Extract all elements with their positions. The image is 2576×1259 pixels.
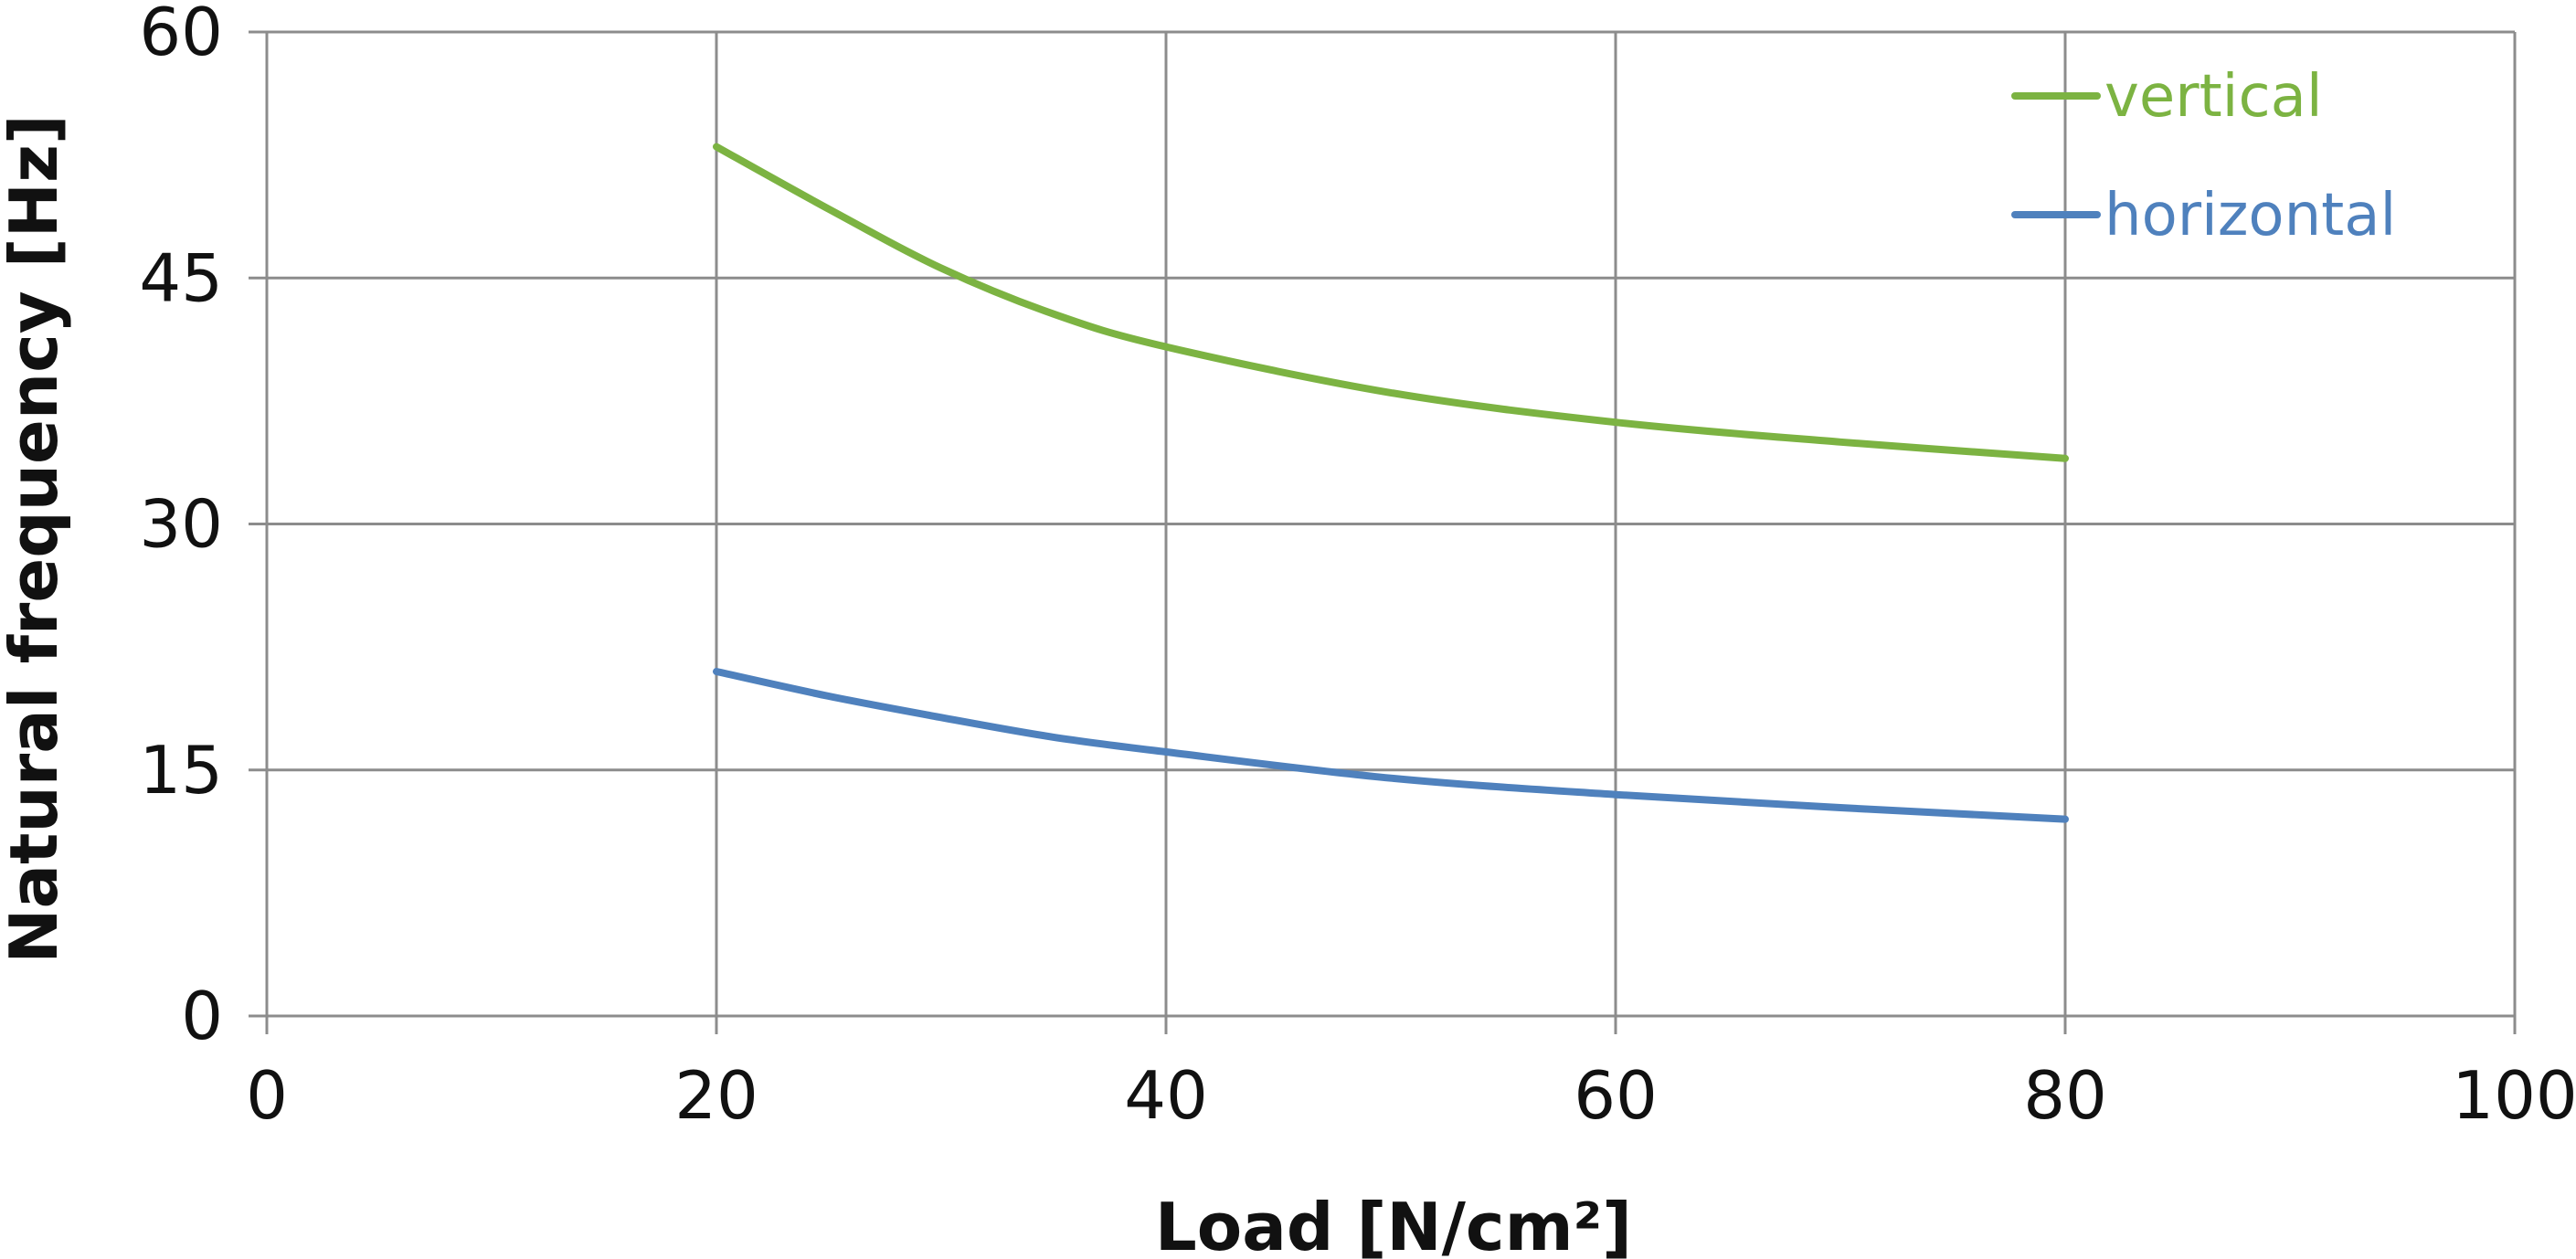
y-tick-label: 0 xyxy=(181,978,223,1054)
y-tick-label: 15 xyxy=(139,732,223,809)
data-point-horizontal xyxy=(828,695,830,697)
data-point-horizontal xyxy=(1390,778,1392,779)
y-tick-label: 60 xyxy=(139,0,223,70)
legend: vertical horizontal xyxy=(2011,63,2396,249)
data-point-horizontal xyxy=(2064,819,2066,820)
data-point-vertical xyxy=(1053,313,1055,315)
axes xyxy=(249,30,2517,1034)
grid-lines xyxy=(267,30,2517,1016)
tick-labels: 0 15 30 45 60 0 20 40 60 80 100 xyxy=(139,0,2576,1134)
x-axis-title: Load [N/cm²] xyxy=(1155,1189,1632,1259)
x-tick-label: 80 xyxy=(2023,1057,2107,1134)
legend-label-horizontal: horizontal xyxy=(2104,182,2396,249)
data-point-vertical xyxy=(2064,458,2066,460)
y-axis-title: Natural frequency [Hz] xyxy=(0,114,72,964)
x-tick-label: 20 xyxy=(674,1057,758,1134)
data-point-horizontal xyxy=(1053,736,1055,738)
y-tick-label: 30 xyxy=(139,486,223,563)
data-point-horizontal xyxy=(716,671,717,672)
x-tick-label: 60 xyxy=(1574,1057,1658,1134)
data-point-vertical xyxy=(716,146,717,148)
series-line-vertical xyxy=(713,143,2069,462)
data-point-vertical xyxy=(1615,421,1617,423)
data-point-horizontal xyxy=(940,716,942,718)
series-line-horizontal xyxy=(713,668,2069,823)
data-point-vertical xyxy=(940,267,942,269)
y-tick-label: 45 xyxy=(139,239,223,316)
legend-label-vertical: vertical xyxy=(2104,63,2323,131)
data-point-horizontal xyxy=(1839,807,1841,809)
data-point-horizontal xyxy=(1615,794,1617,796)
data-series xyxy=(713,143,2069,823)
data-point-vertical xyxy=(1390,392,1392,394)
data-point-vertical xyxy=(828,208,830,210)
x-tick-label: 0 xyxy=(246,1057,288,1134)
data-point-vertical xyxy=(1165,346,1167,348)
x-tick-label: 100 xyxy=(2452,1057,2576,1134)
data-point-vertical xyxy=(1839,441,1841,443)
data-point-horizontal xyxy=(1165,751,1167,753)
x-tick-label: 40 xyxy=(1124,1057,1208,1134)
